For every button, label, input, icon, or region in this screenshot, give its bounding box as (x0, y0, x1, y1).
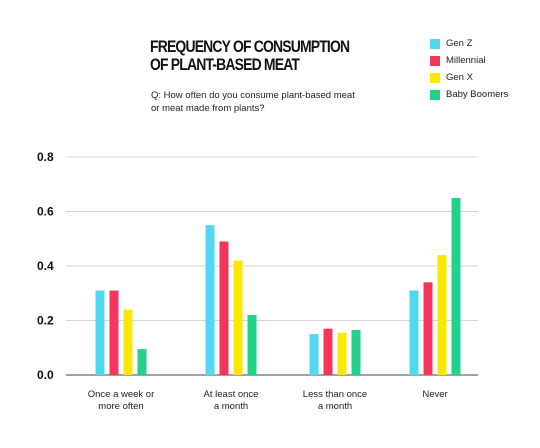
legend-swatch-baby-boomers (430, 89, 440, 100)
bar-gen-z-0 (95, 290, 105, 375)
question-line-1: Q: How often do you consume plant-based … (151, 90, 355, 101)
bar-baby-boomers-3 (451, 197, 461, 375)
y-tick-label: 0.8 (37, 150, 54, 164)
legend-label-gen-x: Gen X (446, 72, 473, 83)
legend-swatch-gen-x (430, 72, 440, 83)
bar-millennial-0 (109, 290, 119, 375)
question-line-2: or meat made from plants? (151, 103, 265, 114)
legend-item-baby-boomers: Baby Boomers (430, 86, 508, 103)
bar-gen-x-1 (233, 260, 243, 375)
bar-gen-z-1 (205, 225, 215, 375)
chart-legend: Gen Z Millennial Gen X Baby Boomers (430, 35, 508, 103)
legend-label-baby-boomers: Baby Boomers (446, 89, 509, 100)
legend-label-gen-z: Gen Z (446, 38, 473, 49)
y-tick-label: 0.2 (37, 314, 54, 328)
x-tick-label: a month (318, 401, 352, 412)
legend-label-millennial: Millennial (446, 55, 486, 66)
legend-swatch-gen-z (430, 38, 440, 49)
legend-item-gen-x: Gen X (430, 69, 508, 86)
bar-gen-x-0 (123, 309, 133, 375)
chart-title-line-1: FREQUENCY OF CONSUMPTION (150, 37, 350, 56)
bar-baby-boomers-0 (137, 349, 147, 375)
gridlines (66, 156, 478, 376)
bar-gen-z-3 (409, 290, 419, 375)
y-tick-label: 0.4 (37, 259, 54, 273)
x-tick-label: a month (214, 401, 248, 412)
bar-millennial-2 (323, 328, 333, 375)
y-axis-ticks: 0.0 0.2 0.4 0.6 0.8 (37, 150, 54, 382)
x-tick-label: Less than once (303, 389, 367, 400)
chart-title-line-2: OF PLANT-BASED MEAT (150, 55, 300, 74)
legend-swatch-millennial (430, 55, 440, 66)
bar-gen-x-2 (337, 332, 347, 375)
y-tick-label: 0.0 (37, 368, 54, 382)
bar-baby-boomers-2 (351, 330, 361, 375)
legend-item-gen-z: Gen Z (430, 35, 508, 52)
legend-item-millennial: Millennial (430, 52, 508, 69)
bars (95, 197, 461, 375)
bar-baby-boomers-1 (247, 315, 257, 375)
x-tick-label: Once a week or (88, 389, 155, 400)
x-tick-label: more often (98, 401, 143, 412)
chart-question: Q: How often do you consume plant-based … (151, 89, 411, 115)
bar-gen-z-2 (309, 334, 319, 375)
bar-millennial-1 (219, 241, 229, 375)
y-tick-label: 0.6 (37, 205, 54, 219)
chart-title: FREQUENCY OF CONSUMPTION OF PLANT-BASED … (150, 37, 350, 74)
x-tick-label: Never (422, 389, 447, 400)
bar-gen-x-3 (437, 255, 447, 375)
bar-millennial-3 (423, 282, 433, 375)
x-tick-label: At least once (204, 389, 259, 400)
